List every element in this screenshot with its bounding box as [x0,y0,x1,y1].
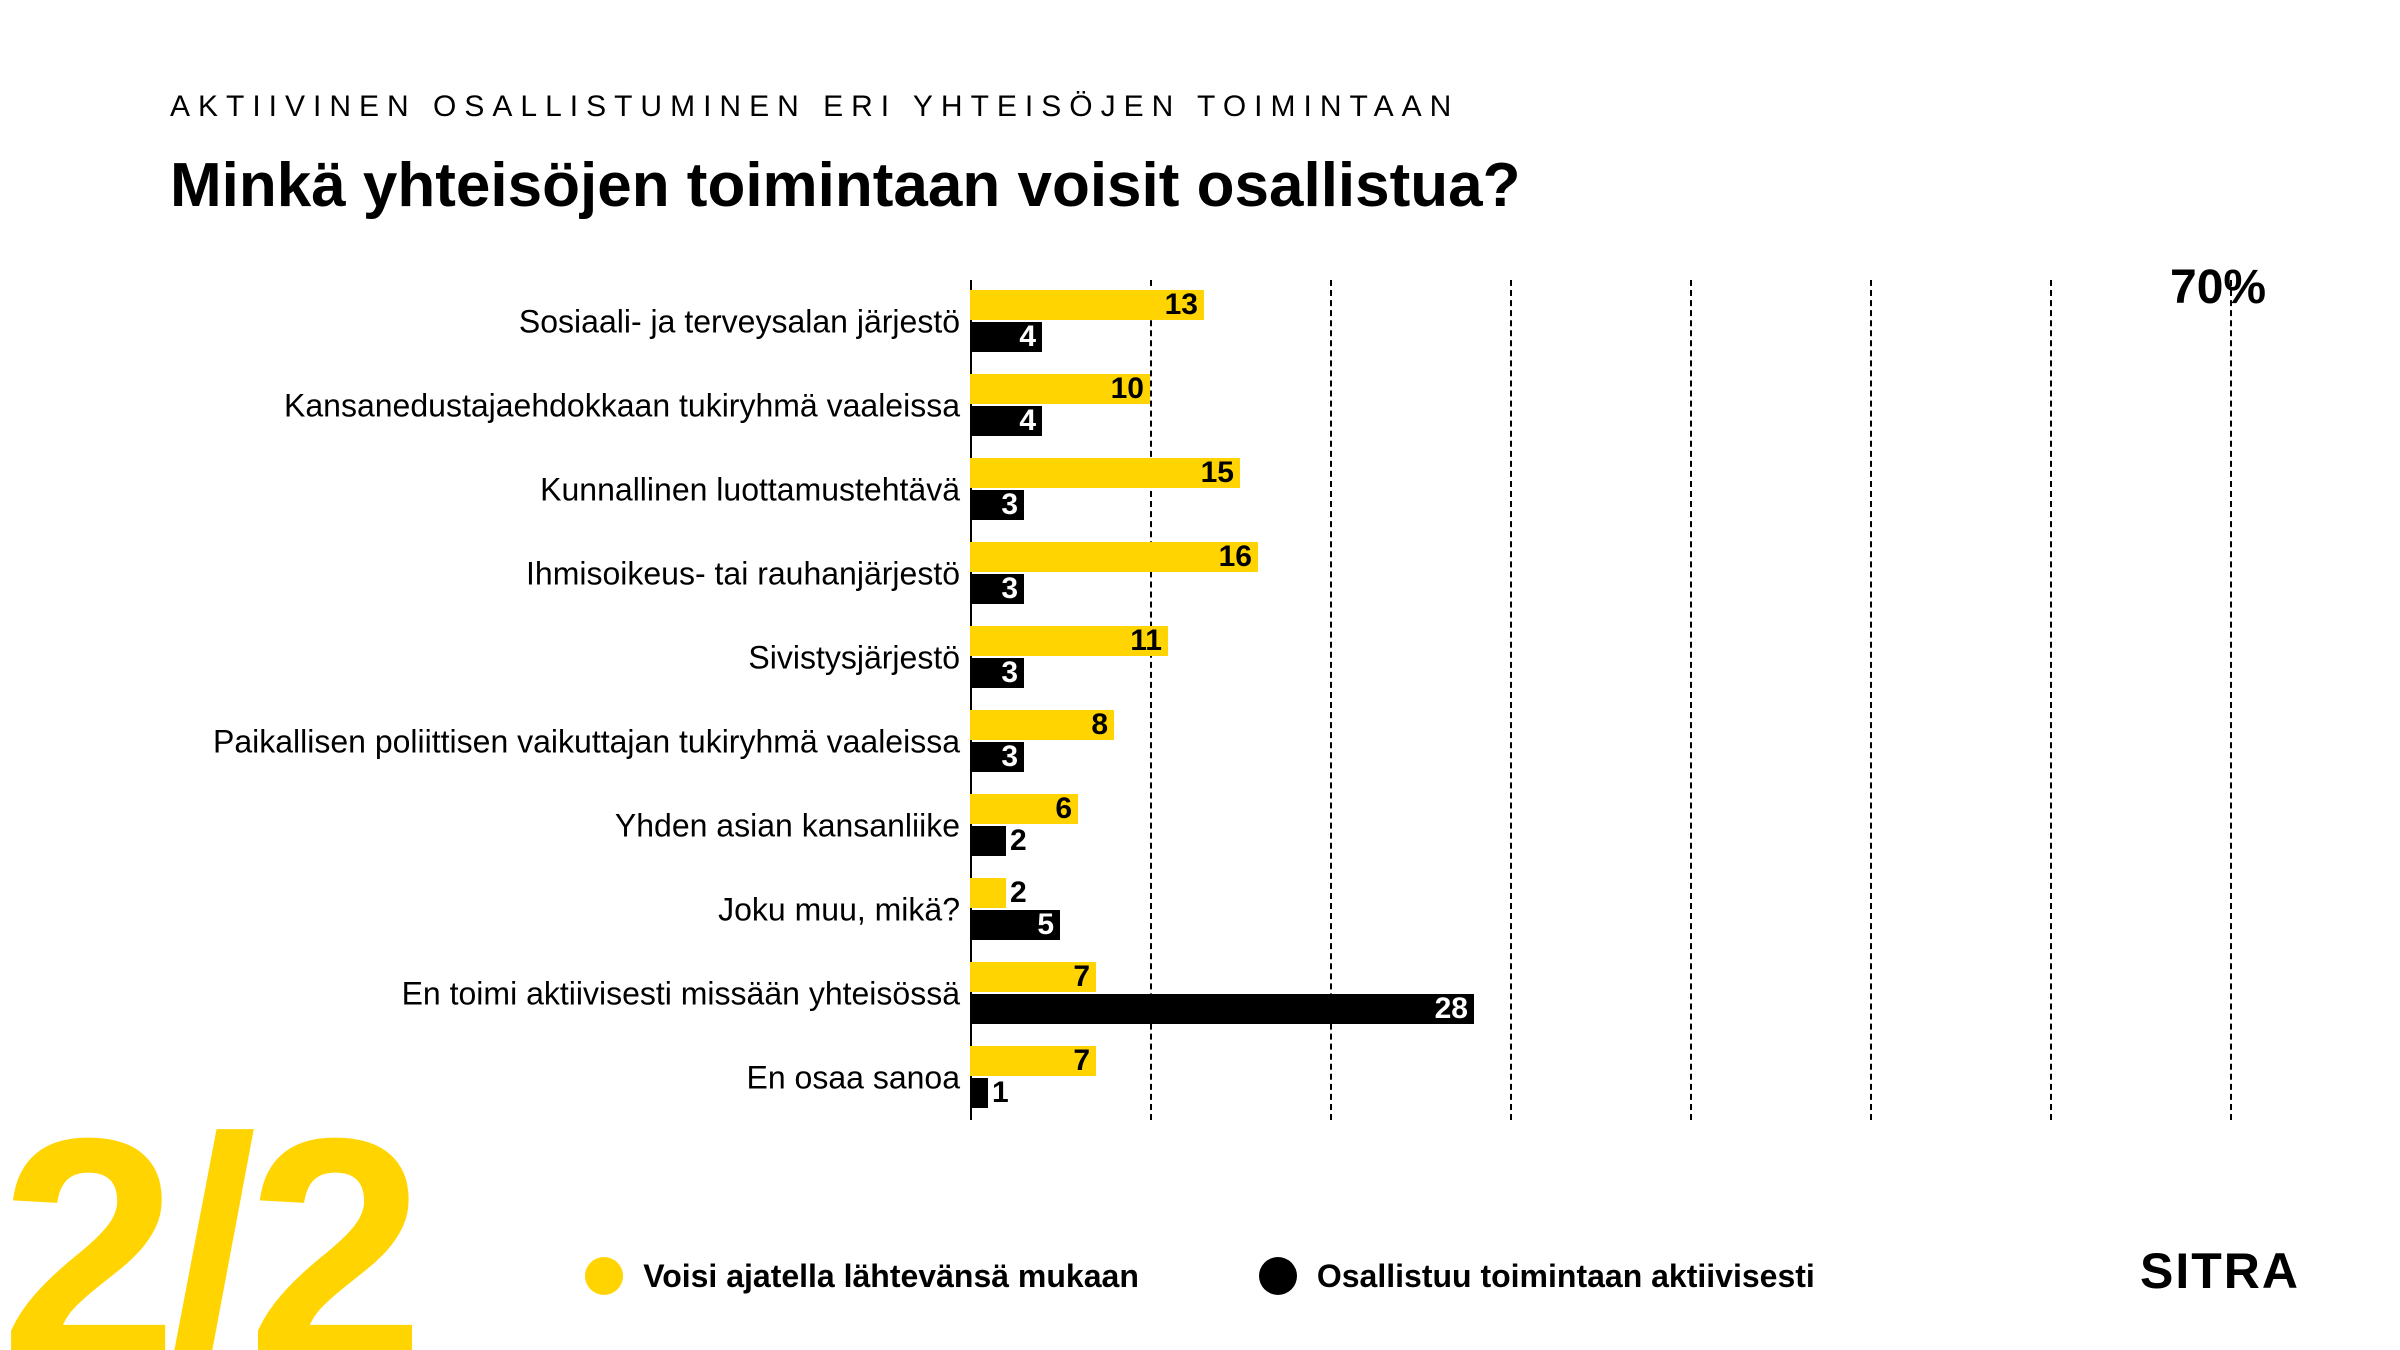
bar-value-label: 3 [1001,656,1018,690]
bar-series-b: 3 [970,658,1024,688]
chart-row: En osaa sanoa71 [170,1036,2230,1120]
brand-logo: SITRA [2140,1242,2300,1300]
bar-group: 83 [970,700,2230,784]
chart-row: Yhden asian kansanliike62 [170,784,2230,868]
bar-value-label: 5 [1037,908,1054,942]
bar-series-a: 7 [970,962,1096,992]
category-label: Yhden asian kansanliike [170,808,960,845]
bar-value-label: 7 [1073,1044,1090,1078]
bar-value-label: 2 [1010,876,1027,910]
legend-swatch [1259,1257,1297,1295]
bar-value-label: 4 [1019,320,1036,354]
bar-value-label: 8 [1091,708,1108,742]
chart-row: Ihmisoikeus- tai rauhanjärjestö 16 3 [170,532,2230,616]
bar-group: 25 [970,868,2230,952]
bar-series-b: 3 [970,490,1024,520]
bar-value-label: 10 [1111,372,1144,406]
bar-series-a: 10 [970,374,1150,404]
legend-swatch [585,1257,623,1295]
page-indicator: 2/2 [0,1090,415,1350]
bar-value-label: 7 [1073,960,1090,994]
category-label: Joku muu, mikä? [170,892,960,929]
bar-series-b: 5 [970,910,1060,940]
bar-value-label: 4 [1019,404,1036,438]
chart-row: Sivistysjärjestö 11 3 [170,616,2230,700]
category-label: En toimi aktiivisesti missään yhteisössä [170,976,960,1013]
bar-series-a: 8 [970,710,1114,740]
bar-series-b: 28 [970,994,1474,1024]
bar-group: 11 3 [970,616,2230,700]
bar-series-a: 7 [970,1046,1096,1076]
bar-series-b: 1 [970,1078,988,1108]
bar-value-label: 15 [1201,456,1234,490]
bar-series-b: 4 [970,406,1042,436]
bar-value-label: 3 [1001,572,1018,606]
bar-value-label: 2 [1010,824,1027,858]
category-label: Sosiaali- ja terveysalan järjestö [170,304,960,341]
bar-group: 71 [970,1036,2230,1120]
bar-value-label: 16 [1219,540,1252,574]
bar-value-label: 28 [1435,992,1468,1026]
bar-value-label: 3 [1001,740,1018,774]
chart-row: Kansanedustajaehdokkaan tukiryhmä vaalei… [170,364,2230,448]
bar-series-b: 3 [970,742,1024,772]
bar-group: 15 3 [970,448,2230,532]
bar-group: 10 4 [970,364,2230,448]
bar-value-label: 1 [992,1076,1009,1110]
chart-row: Paikallisen poliittisen vaikuttajan tuki… [170,700,2230,784]
bar-group: 7 28 [970,952,2230,1036]
bar-series-a: 6 [970,794,1078,824]
bar-series-b: 4 [970,322,1042,352]
chart: 70% Sosiaali- ja terveysalan järjestö134… [170,280,2230,1160]
bar-series-a: 15 [970,458,1240,488]
eyebrow-text: AKTIIVINEN OSALLISTUMINEN ERI YHTEISÖJEN… [170,90,1459,124]
bar-group: 62 [970,784,2230,868]
bar-value-label: 6 [1055,792,1072,826]
legend-label: Voisi ajatella lähtevänsä mukaan [643,1258,1139,1295]
legend-label: Osallistuu toimintaan aktiivisesti [1317,1258,1815,1295]
bar-group: 13 4 [970,280,2230,364]
gridline [2230,280,2232,1120]
category-label: Kunnallinen luottamustehtävä [170,472,960,509]
page-title: Minkä yhteisöjen toimintaan voisit osall… [170,150,1521,221]
category-label: Ihmisoikeus- tai rauhanjärjestö [170,556,960,593]
bar-series-a: 11 [970,626,1168,656]
chart-row: En toimi aktiivisesti missään yhteisössä… [170,952,2230,1036]
chart-row: Kunnallinen luottamustehtävä 15 3 [170,448,2230,532]
legend-item: Voisi ajatella lähtevänsä mukaan [585,1257,1139,1295]
page: AKTIIVINEN OSALLISTUMINEN ERI YHTEISÖJEN… [0,0,2400,1350]
bar-series-b: 2 [970,826,1006,856]
category-label: Sivistysjärjestö [170,640,960,677]
bar-series-a: 2 [970,878,1006,908]
legend: Voisi ajatella lähtevänsä mukaan Osallist… [0,1257,2400,1295]
bar-group: 16 3 [970,532,2230,616]
bar-value-label: 3 [1001,488,1018,522]
bar-series-b: 3 [970,574,1024,604]
chart-row: Sosiaali- ja terveysalan järjestö 13 4 [170,280,2230,364]
bar-series-a: 13 [970,290,1204,320]
category-label: Paikallisen poliittisen vaikuttajan tuki… [170,724,960,761]
bar-series-a: 16 [970,542,1258,572]
chart-row: Joku muu, mikä?25 [170,868,2230,952]
bar-value-label: 11 [1130,624,1162,658]
bar-value-label: 13 [1165,288,1198,322]
category-label: Kansanedustajaehdokkaan tukiryhmä vaalei… [170,388,960,425]
legend-item: Osallistuu toimintaan aktiivisesti [1259,1257,1815,1295]
